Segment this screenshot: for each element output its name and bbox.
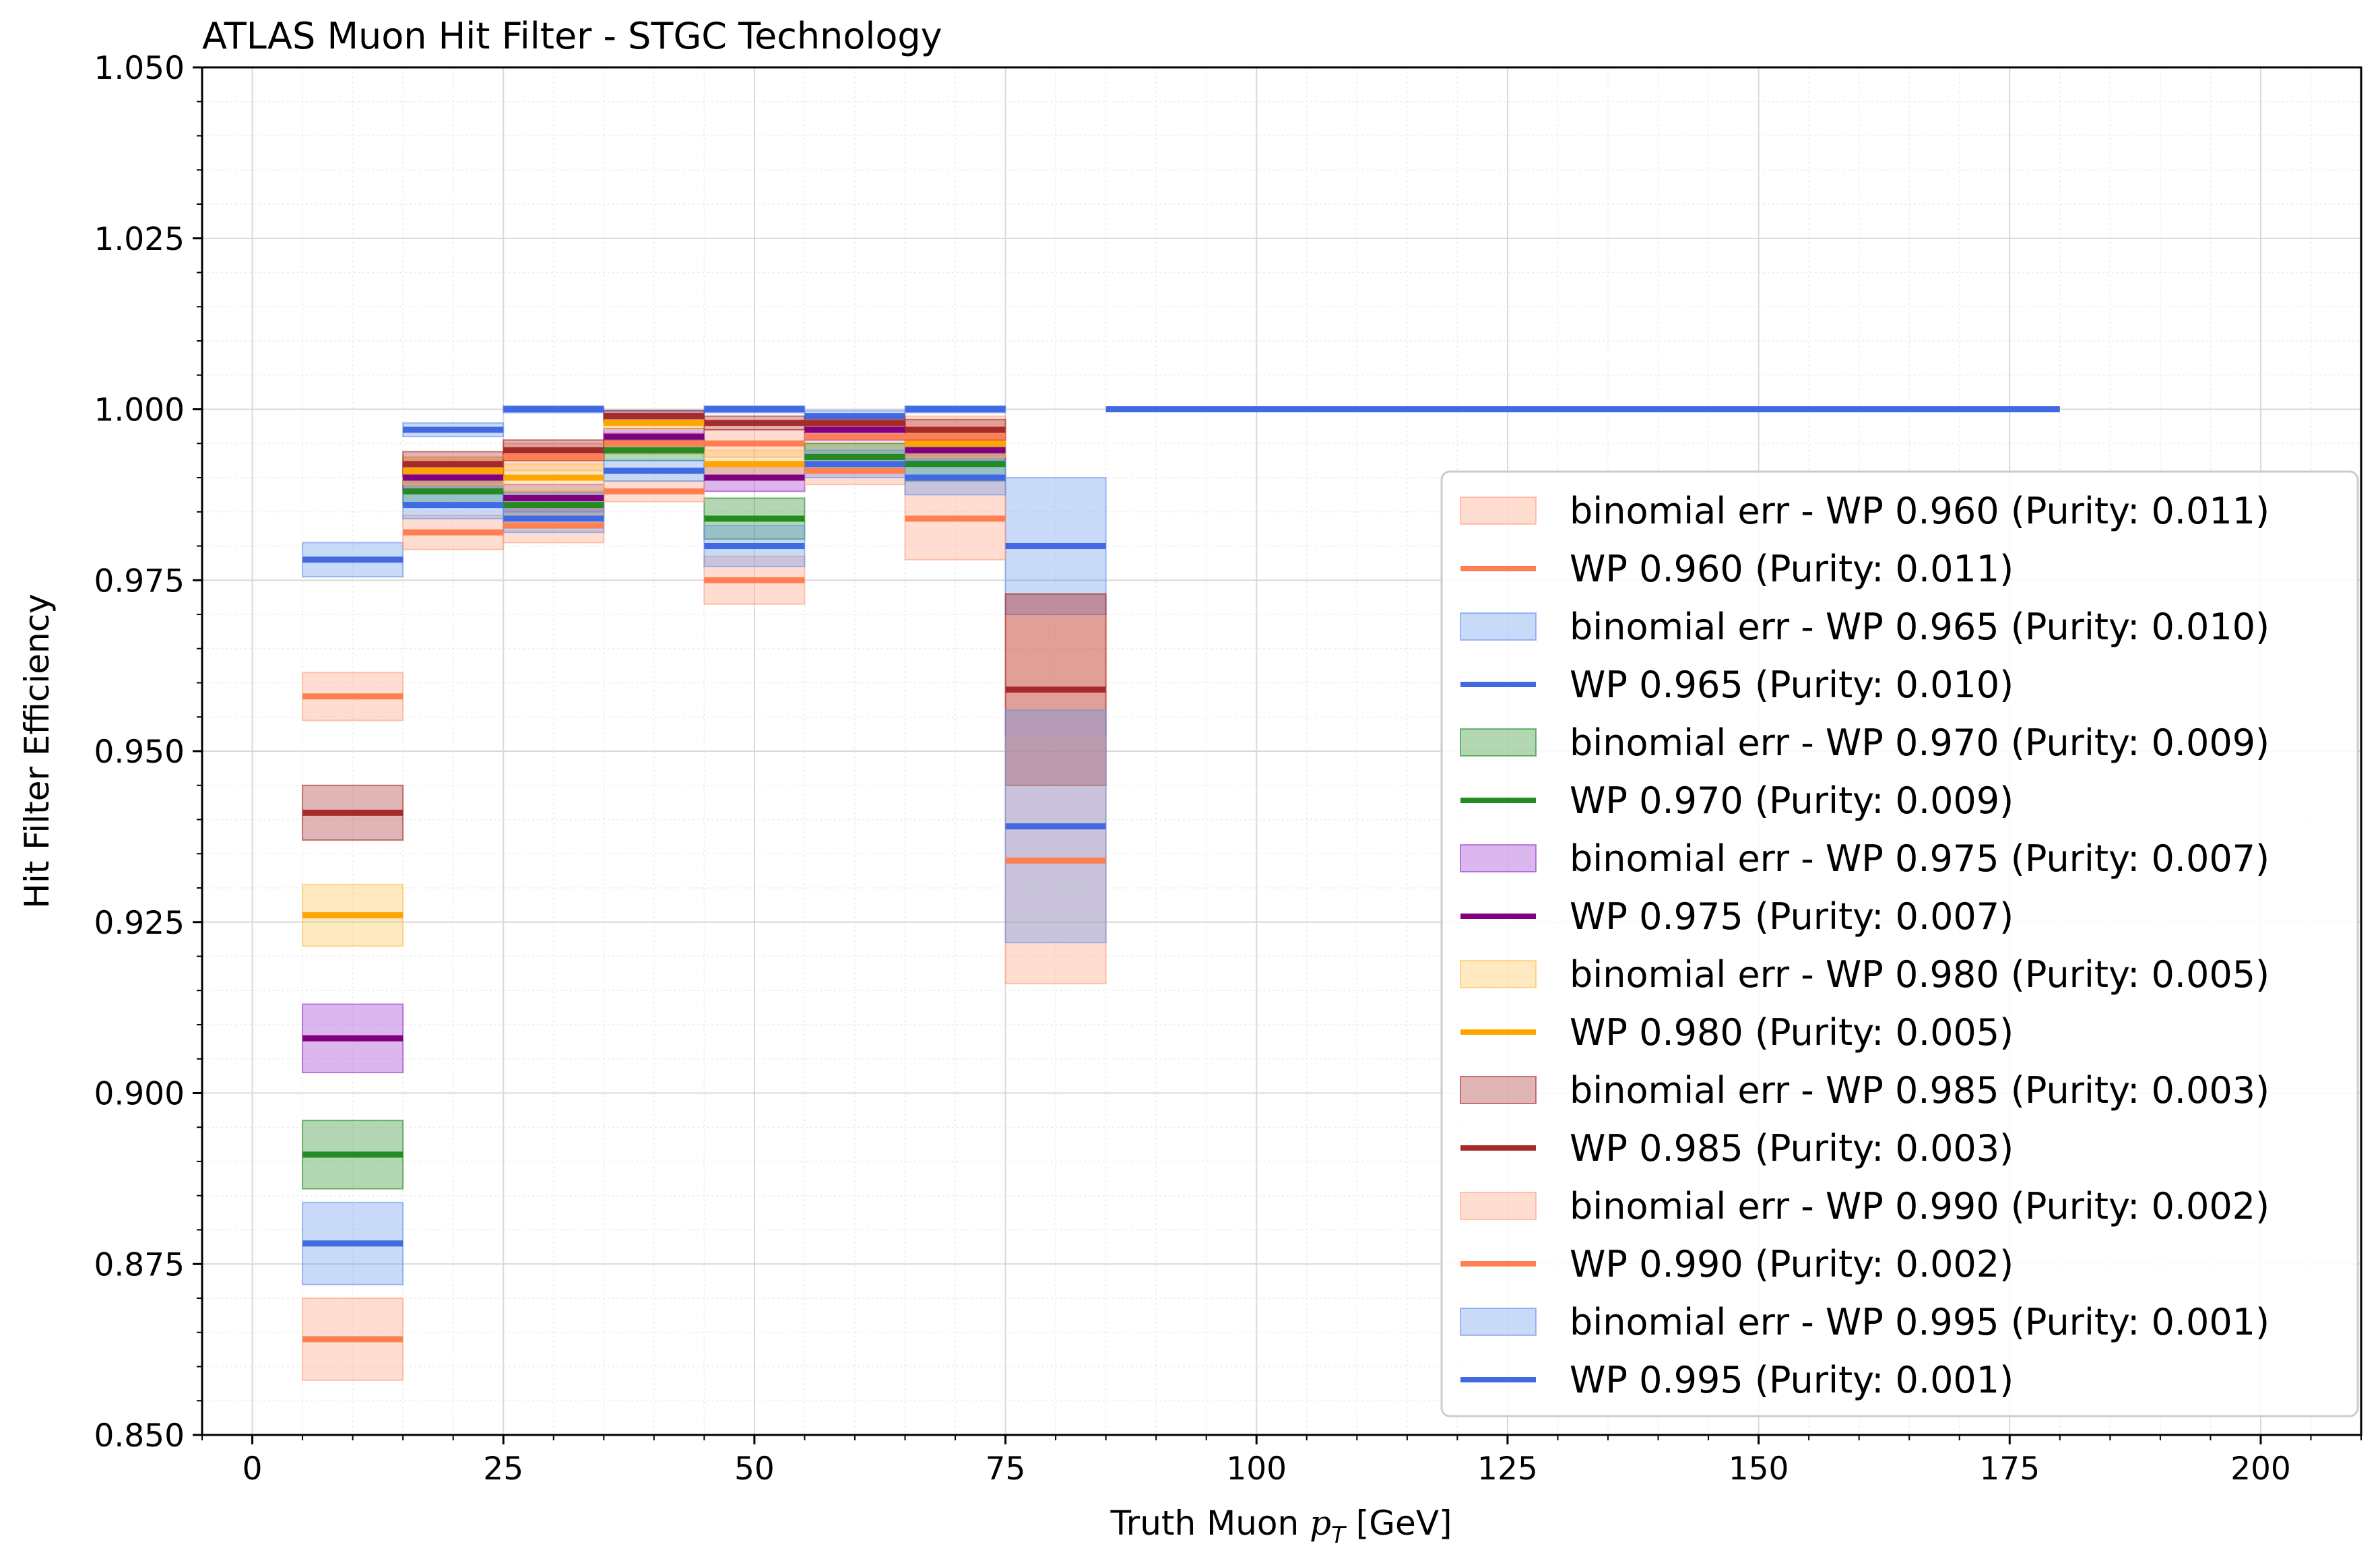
chart-title: ATLAS Muon Hit Filter - STGC Technology	[202, 15, 942, 57]
y-tick-label: 1.025	[94, 221, 185, 258]
legend-swatch-band	[1460, 1308, 1537, 1336]
legend-label: WP 0.990 (Purity: 0.002)	[1570, 1243, 2014, 1285]
legend-swatch-band	[1460, 497, 1537, 525]
legend-label: WP 0.960 (Purity: 0.011)	[1570, 548, 2014, 590]
x-tick-label: 50	[734, 1450, 775, 1488]
legend-label: binomial err - WP 0.995 (Purity: 0.001)	[1570, 1301, 2270, 1343]
legend-label: binomial err - WP 0.970 (Purity: 0.009)	[1570, 722, 2270, 764]
y-tick-label: 0.925	[94, 905, 185, 942]
legend-box	[1440, 470, 2359, 1417]
x-tick-labels: 0 25 50 75 100 125 150 175 200	[243, 1450, 2291, 1488]
legend: binomial err - WP 0.960 (Purity: 0.011) W…	[1440, 470, 2359, 1417]
legend-label: WP 0.970 (Purity: 0.009)	[1570, 779, 2014, 822]
y-tick-label: 1.050	[94, 50, 185, 87]
legend-label: WP 0.985 (Purity: 0.003)	[1570, 1127, 2014, 1170]
y-tick-label: 1.000	[94, 392, 185, 429]
x-tick-label: 125	[1477, 1450, 1538, 1488]
x-tick-label: 25	[483, 1450, 523, 1488]
y-tick-label: 0.950	[94, 734, 185, 771]
x-tick-label: 0	[243, 1450, 263, 1488]
legend-label: WP 0.975 (Purity: 0.007)	[1570, 895, 2014, 938]
x-tick-label: 150	[1729, 1450, 1789, 1488]
x-axis-label-main: Truth Muon	[1109, 1504, 1310, 1543]
legend-label: WP 0.980 (Purity: 0.005)	[1570, 1011, 2014, 1054]
x-axis-label-sub: T	[1331, 1522, 1347, 1549]
legend-entries: binomial err - WP 0.960 (Purity: 0.011) W…	[1460, 490, 2270, 1401]
efficiency-lines	[302, 406, 2060, 1343]
y-tick-label: 0.900	[94, 1076, 185, 1113]
legend-label: WP 0.995 (Purity: 0.001)	[1570, 1359, 2014, 1401]
y-tick-labels: 0.850 0.875 0.900 0.925 0.950 0.975 1.000 1.025…	[94, 50, 185, 1454]
y-tick-label: 0.975	[94, 563, 185, 600]
legend-label: binomial err - WP 0.980 (Purity: 0.005)	[1570, 953, 2270, 996]
axis-ticks	[193, 66, 2362, 1444]
legend-label: WP 0.965 (Purity: 0.010)	[1570, 664, 2014, 706]
y-tick-label: 0.875	[94, 1246, 185, 1283]
legend-swatch-band	[1460, 1076, 1537, 1104]
y-tick-label: 0.850	[94, 1417, 185, 1454]
x-tick-label: 200	[2230, 1450, 2291, 1488]
legend-swatch-band	[1460, 612, 1537, 641]
x-axis-label-p: p	[1310, 1504, 1331, 1543]
legend-label: binomial err - WP 0.965 (Purity: 0.010)	[1570, 606, 2270, 648]
y-axis-label: Hit Filter Efficiency	[18, 594, 57, 909]
x-tick-label: 175	[1979, 1450, 2040, 1488]
legend-label: binomial err - WP 0.990 (Purity: 0.002)	[1570, 1185, 2270, 1227]
legend-label: binomial err - WP 0.985 (Purity: 0.003)	[1570, 1069, 2270, 1112]
legend-swatch-band	[1460, 728, 1537, 757]
legend-swatch-band	[1460, 1192, 1537, 1220]
legend-swatch-band	[1460, 844, 1537, 872]
x-tick-label: 100	[1226, 1450, 1287, 1488]
legend-swatch-band	[1460, 960, 1537, 988]
x-axis-label-unit: [GeV]	[1345, 1504, 1452, 1543]
x-axis-label: Truth Muon pT [GeV]	[1109, 1504, 1452, 1549]
legend-label: binomial err - WP 0.975 (Purity: 0.007)	[1570, 837, 2270, 880]
x-tick-label: 75	[986, 1450, 1026, 1488]
legend-label: binomial err - WP 0.960 (Purity: 0.011)	[1570, 490, 2270, 532]
